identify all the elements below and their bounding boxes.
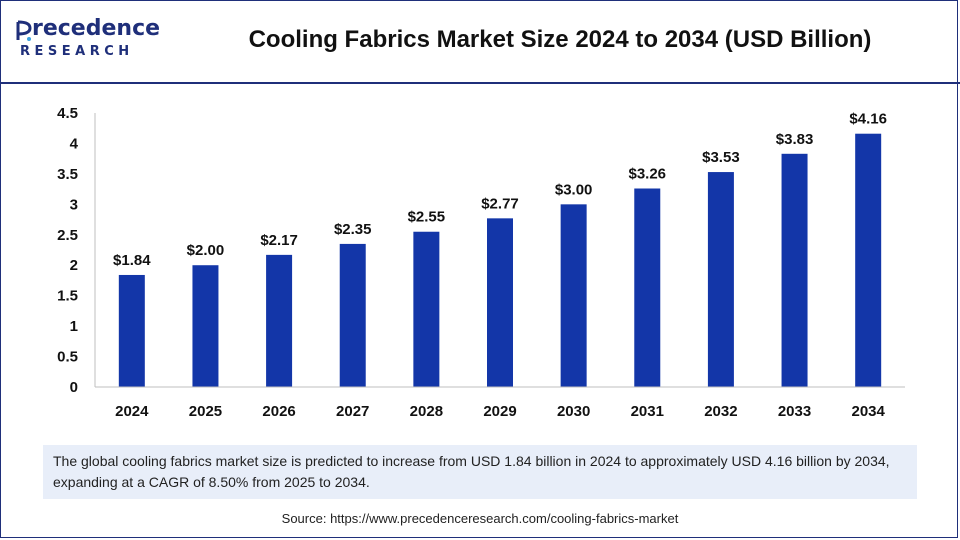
bar — [855, 133, 882, 387]
x-tick-label: 2028 — [410, 403, 443, 420]
data-label: $4.16 — [849, 111, 887, 128]
data-label: $3.26 — [628, 166, 666, 183]
y-tick-label: 0.5 — [57, 349, 78, 366]
x-tick-label: 2024 — [115, 403, 149, 420]
description-box: The global cooling fabrics market size i… — [43, 445, 917, 499]
bar — [413, 231, 440, 387]
bar — [781, 153, 808, 387]
header: recedence RESEARCH Cooling Fabrics Marke… — [0, 0, 960, 80]
data-label: $2.00 — [187, 242, 225, 259]
y-tick-label: 1.5 — [57, 288, 78, 305]
page-title: Cooling Fabrics Market Size 2024 to 2034… — [248, 26, 872, 53]
bar — [634, 188, 661, 387]
bar — [266, 254, 293, 387]
brand-logo: recedence RESEARCH — [16, 16, 168, 64]
x-tick-label: 2027 — [336, 403, 369, 420]
logo-mark-icon — [16, 20, 32, 41]
y-tick-label: 0 — [70, 379, 78, 396]
brand-line1: recedence — [32, 16, 161, 41]
data-label: $2.55 — [408, 209, 446, 226]
bar — [118, 274, 145, 387]
source-text: Source: https://www.precedenceresearch.c… — [281, 511, 679, 526]
brand-line2: RESEARCH — [20, 44, 134, 59]
data-label: $3.83 — [776, 131, 814, 148]
y-axis: 0 0.5 1 1.5 2 2.5 3 3.5 4 4.5 — [57, 105, 96, 396]
bar — [487, 218, 513, 387]
x-tick-label: 2032 — [704, 403, 737, 420]
y-tick-label: 2 — [70, 257, 78, 274]
data-label: $1.84 — [113, 252, 151, 269]
x-tick-label: 2033 — [778, 403, 811, 420]
data-label: $2.17 — [260, 232, 298, 249]
header-divider — [0, 82, 960, 84]
y-tick-label: 3 — [70, 196, 78, 213]
x-tick-label: 2030 — [557, 403, 590, 420]
y-tick-label: 3.5 — [57, 166, 78, 183]
data-label: $3.00 — [555, 181, 593, 198]
bars: $1.84 $2.00 $2.17 $2.35 $2.55 $2.77 $3.00 $3.26… — [113, 111, 887, 387]
bar — [339, 243, 366, 387]
data-label: $3.53 — [702, 149, 740, 166]
bar — [192, 265, 219, 387]
x-tick-label: 2031 — [631, 403, 664, 420]
y-tick-label: 2.5 — [57, 227, 78, 244]
bar-chart: 0 0.5 1 1.5 2 2.5 3 3.5 4 4.5 $1.84 $2.00 $2.17 $2.3… — [57, 105, 905, 420]
y-tick-label: 1 — [70, 318, 78, 335]
bar — [560, 204, 587, 387]
data-label: $2.35 — [334, 221, 372, 238]
data-label: $2.77 — [481, 195, 519, 212]
y-tick-label: 4.5 — [57, 105, 78, 122]
x-tick-label: 2029 — [483, 403, 516, 420]
x-tick-label: 2025 — [189, 403, 222, 420]
x-tick-label: 2034 — [851, 403, 885, 420]
x-tick-label: 2026 — [262, 403, 295, 420]
y-tick-label: 4 — [70, 135, 79, 152]
bar — [707, 172, 734, 387]
x-axis: 2024 2025 2026 2027 2028 2029 2030 2031 2032 2033… — [95, 386, 905, 420]
